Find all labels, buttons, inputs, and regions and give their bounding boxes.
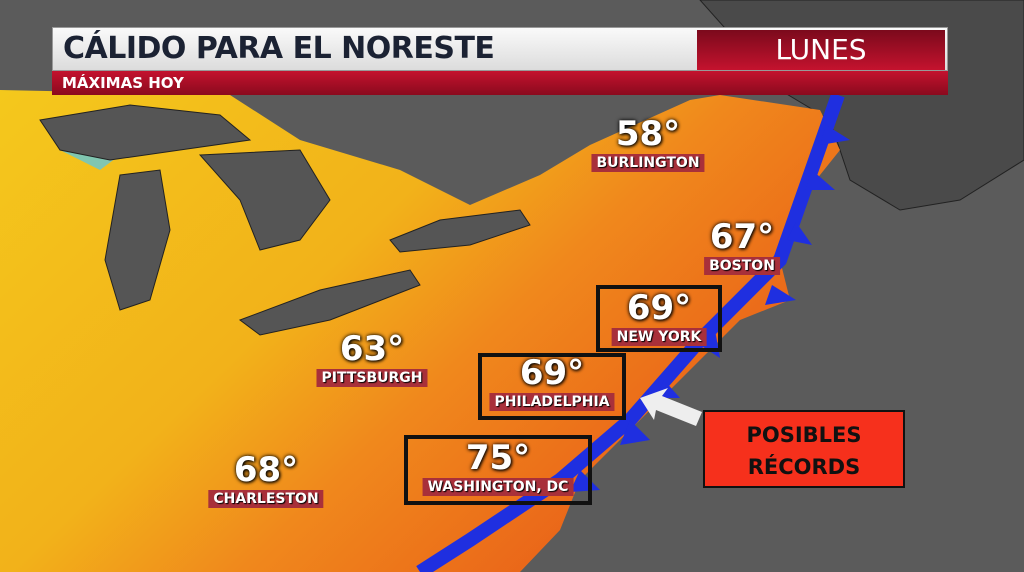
day-badge: LUNES	[697, 30, 945, 70]
lake-michigan	[104, 169, 171, 311]
lake-erie	[238, 269, 421, 336]
city-charleston: 68° CHARLESTON	[208, 452, 324, 508]
records-callout: POSIBLES RÉCORDS	[703, 410, 905, 488]
lake-huron	[198, 149, 331, 251]
arrow-icon	[640, 388, 702, 426]
city-pittsburgh: 63° PITTSBURGH	[316, 331, 428, 387]
header-banner: CÁLIDO PARA EL NORESTE LUNES MÁXIMAS HOY	[52, 27, 948, 95]
highlight-box-washington	[404, 435, 592, 505]
subtitle: MÁXIMAS HOY	[52, 71, 948, 95]
city-burlington: 58° BURLINGTON	[591, 116, 705, 172]
lake-superior	[39, 104, 252, 161]
front-triangles	[570, 125, 850, 492]
city-new-york: 69° NEW YORK	[611, 290, 707, 346]
land-heat	[0, 90, 840, 572]
lake-ontario	[389, 209, 531, 253]
city-washington-dc: 75° WASHINGTON, DC	[422, 440, 574, 496]
highlight-box-philadelphia	[478, 353, 626, 420]
page-title: CÁLIDO PARA EL NORESTE	[63, 31, 495, 66]
highlight-box-new-york	[596, 285, 722, 352]
city-philadelphia: 69° PHILADELPHIA	[489, 355, 615, 411]
city-boston: 67° BOSTON	[704, 219, 780, 275]
